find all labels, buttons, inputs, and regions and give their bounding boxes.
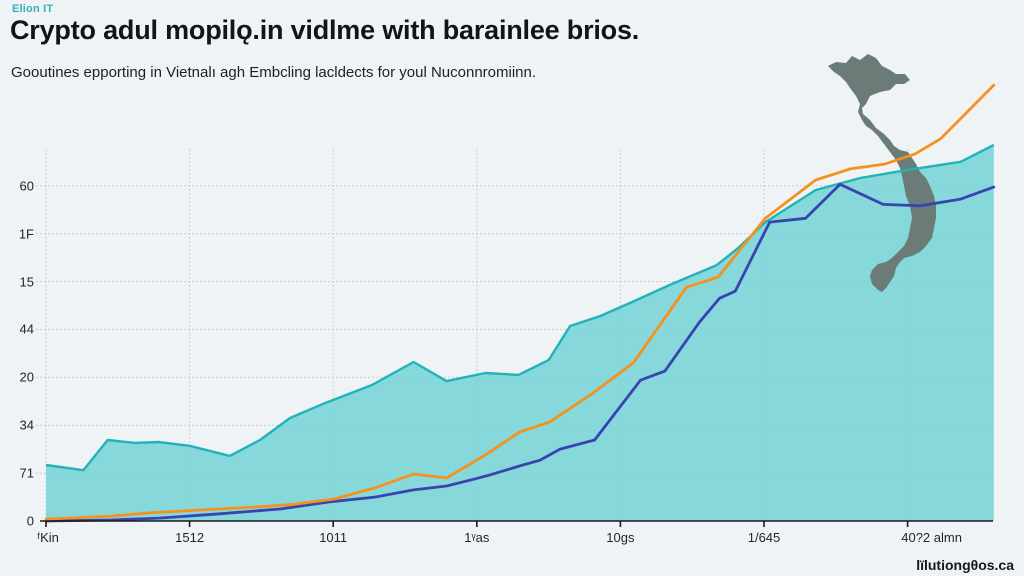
teal-area-fill bbox=[46, 145, 994, 521]
x-tick-label: 10gs bbox=[606, 530, 635, 545]
y-tick-label: 15 bbox=[19, 274, 34, 289]
x-tick-label: 1ᵞas bbox=[464, 530, 490, 545]
orange-line bbox=[44, 83, 996, 521]
x-tick-marks bbox=[45, 521, 909, 527]
chart-title: Crypto adul mopilǫ.in vidlme with barain… bbox=[10, 15, 640, 45]
vietnam-map-icon bbox=[828, 54, 936, 292]
y-tick-label: 60 bbox=[19, 178, 34, 194]
x-tick-label: 1512 bbox=[175, 530, 205, 545]
y-tick-label: 34 bbox=[19, 417, 34, 433]
watermark: lïlutiongθos.ca bbox=[916, 557, 1014, 573]
x-tick-label: ᶠKin bbox=[37, 530, 59, 545]
y-tick-label: 44 bbox=[19, 321, 34, 337]
x-tick-label: 1011 bbox=[319, 530, 348, 545]
line-series-group bbox=[44, 83, 996, 523]
teal-area-line bbox=[45, 143, 995, 472]
brand-label: Elion IT bbox=[12, 3, 54, 15]
y-tick-label: 1F bbox=[18, 226, 34, 242]
y-tick-label: 0 bbox=[26, 513, 34, 529]
y-tick-label: 20 bbox=[19, 369, 34, 385]
x-tick-label: 1/645 bbox=[747, 530, 781, 545]
area-series-group bbox=[46, 145, 994, 521]
y-tick-label: 71 bbox=[19, 465, 34, 481]
blue-line bbox=[44, 182, 996, 523]
x-tick-label: 40?2 almn bbox=[901, 530, 962, 545]
chart-subtitle: Gooutines epporting in Vietnalı agh Embc… bbox=[11, 64, 537, 81]
